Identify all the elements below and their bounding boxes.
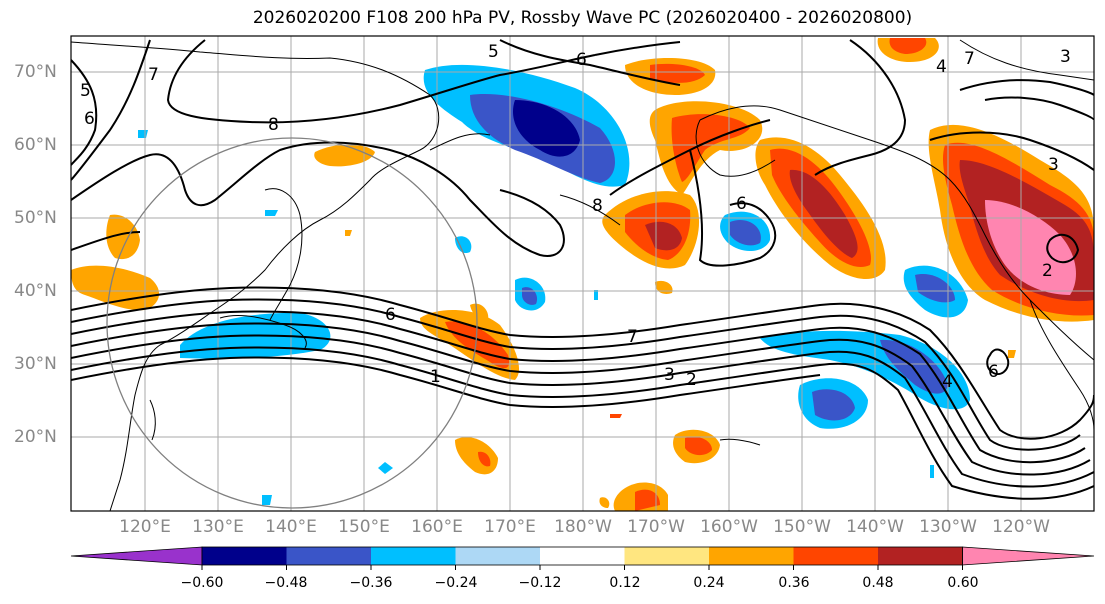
lon-label-130e: 130°E xyxy=(192,517,244,537)
contour-label: 6 xyxy=(576,50,587,70)
lon-label-120w: 120°W xyxy=(992,517,1050,537)
contour-label: 2 xyxy=(686,370,697,390)
lon-label-140e: 140°E xyxy=(265,517,317,537)
contour-label: 7 xyxy=(964,49,975,69)
contour-label: 1 xyxy=(430,367,441,387)
contour-label: 3 xyxy=(664,365,675,385)
contour-label: 7 xyxy=(627,327,638,347)
contour-label: 4 xyxy=(942,372,953,392)
lat-label-30n: 30°N xyxy=(14,354,57,374)
colorbar-tick-label: −0.60 xyxy=(180,575,224,591)
lon-label-160e: 160°E xyxy=(411,517,463,537)
map-frame xyxy=(70,35,1095,512)
lat-label-70n: 70°N xyxy=(14,62,57,82)
lat-label-60n: 60°N xyxy=(14,135,57,155)
contour-label-group: 5 6 7 5 6 8 7 8 6 1 7 3 2 3 2 6 4 6 4 3 xyxy=(80,42,1071,392)
map-title: 2026020200 F108 200 hPa PV, Rossby Wave … xyxy=(252,8,913,28)
contour-label: 6 xyxy=(736,194,747,214)
lon-label-170e: 170°E xyxy=(484,517,536,537)
colorbar-tick-label: 0.60 xyxy=(947,575,979,591)
lat-label-40n: 40°N xyxy=(14,281,57,301)
colorbar-tick-label: −0.12 xyxy=(518,575,562,591)
contour-label: 6 xyxy=(988,362,999,382)
lat-label-50n: 50°N xyxy=(14,208,57,228)
lon-label-150w: 150°W xyxy=(773,517,831,537)
contour-label: 8 xyxy=(592,196,603,216)
colorbar-tick-label: −0.48 xyxy=(264,575,308,591)
colorbar-tick-label: −0.36 xyxy=(349,575,393,591)
lon-label-160w: 160°W xyxy=(700,517,758,537)
colorbar-tick-label: −0.24 xyxy=(434,575,478,591)
lon-label-140w: 140°W xyxy=(846,517,904,537)
contour-label: 6 xyxy=(84,109,95,129)
colorbar-tick-label: 0.12 xyxy=(609,575,641,591)
pv-contours xyxy=(71,39,1094,500)
colorbar-tick-label: 0.24 xyxy=(693,575,725,591)
lon-label-170w: 170°W xyxy=(627,517,685,537)
lon-label-180w: 180°W xyxy=(554,517,612,537)
contour-label: 8 xyxy=(268,115,279,135)
coastlines xyxy=(71,39,1094,511)
contour-label: 2 xyxy=(1042,261,1053,281)
colorbar-tick-label: 0.36 xyxy=(778,575,810,591)
contour-label: 3 xyxy=(1060,47,1071,67)
lon-label-120e: 120°E xyxy=(119,517,171,537)
contour-label: 5 xyxy=(80,81,91,101)
rossby-wave-domain-circle xyxy=(106,137,478,509)
colorbar-tick-label: 0.48 xyxy=(862,575,894,591)
lat-label-20n: 20°N xyxy=(14,427,57,447)
contour-label: 3 xyxy=(1048,155,1059,175)
contour-label: 6 xyxy=(385,305,396,325)
contour-label: 5 xyxy=(488,42,499,62)
lon-label-150e: 150°E xyxy=(338,517,390,537)
contour-label: 4 xyxy=(936,57,947,77)
positive-anomaly-fills xyxy=(71,38,1094,511)
lon-label-130w: 130°W xyxy=(919,517,977,537)
contour-label: 7 xyxy=(148,65,159,85)
